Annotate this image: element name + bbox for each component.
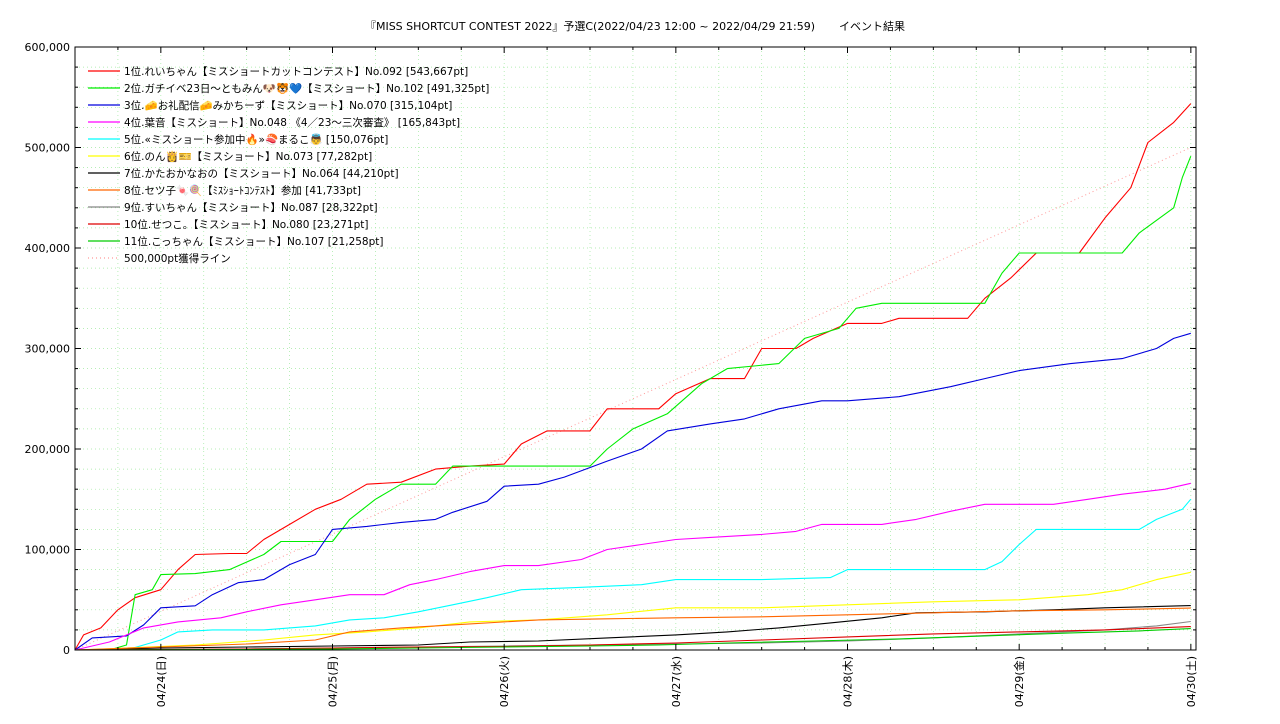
chart-title: 『MISS SHORTCUT CONTEST 2022』予選C(2022/04/…: [365, 20, 815, 33]
grid: [74, 46, 1196, 651]
x-tick-label: 04/24(日): [155, 656, 168, 707]
series-line-3: [74, 332, 1191, 651]
y-tick-label: 200,000: [25, 443, 71, 456]
x-tick-label: 04/29(金): [1012, 656, 1026, 707]
series-line-1: [74, 103, 1192, 651]
y-tick-label: 600,000: [25, 41, 71, 54]
x-tick-label: 04/28(木): [842, 656, 855, 707]
y-tick-label: 500,000: [25, 142, 71, 155]
legend-label: 6位.のん👸🎫【ミスショート】No.073 [77,282pt]: [124, 150, 372, 163]
series-line-4: [74, 482, 1191, 651]
axes: 0 100,000 200,000 300,000 400,000 500,000 600,…: [25, 41, 1198, 707]
legend: 1位.れいちゃん【ミスショートカットコンテスト】No.092 [543,667p…: [88, 65, 489, 265]
legend-label: 4位.葉音【ミスショート】No.048 《4／23〜三次審査》 [165,843…: [124, 116, 460, 129]
y-tick-label: 300,000: [25, 343, 71, 356]
series-line-11: [74, 628, 1191, 651]
x-tick-label: 04/26(火): [498, 656, 511, 707]
y-tick-label: 100,000: [25, 544, 71, 557]
x-tick-label: 04/25(月): [327, 656, 340, 707]
series-lines: [74, 103, 1192, 651]
legend-label: 1位.れいちゃん【ミスショートカットコンテスト】No.092 [543,667p…: [124, 65, 468, 78]
legend-label: 3位.🧀お礼配信🧀みかちーず【ミスショート】No.070 [315,104pt]: [124, 99, 452, 112]
y-tick-label: 0: [63, 644, 70, 657]
x-tick-label: 04/30(土): [1185, 656, 1198, 707]
legend-label: 5位.«ミスショート参加中🔥»🍣まるこ👼 [150,076pt]: [124, 133, 388, 146]
legend-label: 7位.かたおかなおの【ミスショート】No.064 [44,210pt]: [124, 167, 399, 180]
series-line-6: [74, 571, 1191, 651]
legend-label: 11位.こっちゃん【ミスショート】No.107 [21,258pt]: [124, 235, 384, 248]
series-line-5: [75, 498, 1192, 651]
legend-label: 9位.すいちゃん【ミスショート】No.087 [28,322pt]: [124, 201, 378, 214]
chart-subtitle: イベント結果: [839, 19, 905, 33]
legend-label: 10位.せつこ。【ミスショート】No.080 [23,271pt]: [124, 218, 368, 231]
y-tick-label: 400,000: [25, 242, 71, 255]
legend-label: 500,000pt獲得ライン: [124, 252, 231, 265]
x-tick-label: 04/27(水): [670, 656, 683, 707]
legend-label: 2位.ガチイベ23日〜ともみん🐶🐯💙【ミスショート】No.102 [491,32…: [124, 82, 489, 95]
series-line-8: [74, 607, 1191, 651]
legend-label: 8位.セツ子🍬🍭【ﾐｽｼｮｰﾄｺﾝﾃｽﾄ】参加 [41,733pt]: [124, 183, 361, 197]
series-line-2: [75, 155, 1192, 651]
